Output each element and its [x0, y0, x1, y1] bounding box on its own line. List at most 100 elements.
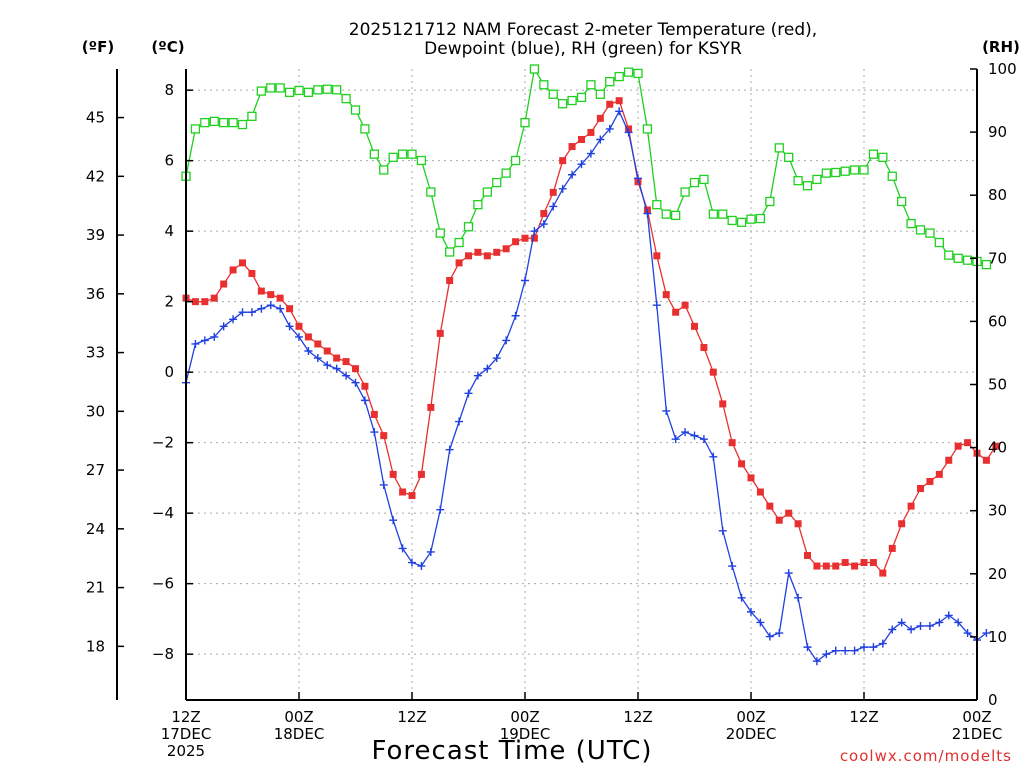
x-tick-label: 19DEC: [500, 725, 551, 743]
temperature-point: [417, 470, 425, 478]
dewpoint-point: [822, 650, 831, 659]
dewpoint-point: [549, 202, 558, 211]
fahrenheit-tick-label: 33: [86, 344, 105, 362]
axes: [116, 68, 978, 701]
temperature-point: [888, 544, 896, 552]
temperature-point: [615, 97, 623, 105]
rh-point: [266, 83, 276, 93]
rh-tick-label: 0: [988, 691, 998, 709]
x-tick-label: 18DEC: [274, 725, 325, 743]
celsius-tick-label: −2: [152, 434, 174, 452]
dewpoint-point: [530, 227, 539, 236]
temperature-point: [700, 343, 708, 351]
dewpoint-point: [398, 544, 407, 553]
temperature-point: [286, 305, 294, 313]
temperature-point: [465, 252, 472, 260]
dewpoint-point: [191, 339, 200, 348]
temperature-point: [201, 298, 209, 306]
temperature-point: [804, 551, 811, 559]
temperature-point: [512, 238, 520, 246]
fahrenheit-tick-label: 30: [86, 402, 105, 420]
rh-point: [322, 84, 332, 94]
rh-point: [793, 176, 803, 186]
celsius-tick-label: −8: [152, 645, 174, 663]
temperature-point: [785, 509, 793, 517]
x-axis-label: Forecast Time (UTC): [371, 736, 652, 766]
temperature-point: [982, 456, 990, 464]
dewpoint-point: [747, 607, 755, 616]
dewpoint-point: [492, 354, 501, 363]
temperature-point: [239, 259, 246, 267]
x-tick-label: 20DEC: [726, 725, 777, 743]
x-tick-label: 12Z: [849, 708, 878, 726]
temperature-point: [568, 143, 576, 151]
dewpoint-point: [794, 593, 803, 602]
x-tick-label: 12Z: [623, 708, 652, 726]
temperature-point: [559, 157, 567, 165]
temperature-point: [361, 382, 369, 390]
dewpoint-point: [464, 389, 473, 398]
rh-point: [463, 222, 474, 232]
celsius-tick-label: −4: [152, 504, 174, 522]
rh-point: [953, 253, 963, 263]
celsius-tick-label: −6: [152, 575, 174, 593]
rh-point: [727, 215, 737, 226]
rh-point: [925, 228, 935, 238]
celsius-unit-label: (ºC): [151, 38, 184, 56]
dewpoint-point: [229, 315, 238, 324]
credit-text: coolwx.com/modelts: [840, 747, 1012, 765]
rh-point: [228, 117, 238, 128]
rh-point: [736, 217, 747, 227]
rh-point: [219, 117, 229, 128]
rh-point: [859, 165, 869, 175]
dewpoint-point: [351, 378, 360, 387]
temperature-point: [766, 502, 774, 510]
dewpoint-point: [247, 308, 256, 317]
rh-point: [652, 200, 662, 210]
temperature-point: [342, 358, 350, 366]
temperature-point: [587, 128, 595, 136]
temperature-point: [257, 287, 265, 295]
rh-point: [454, 237, 464, 248]
temperature-point: [276, 294, 284, 302]
rh-point: [548, 89, 558, 99]
rh-point: [605, 76, 615, 87]
dewpoint-point: [445, 445, 454, 454]
temperature-point: [380, 432, 388, 440]
dewpoint-point: [266, 301, 275, 310]
dewpoint-point: [408, 558, 416, 567]
rh-point: [360, 124, 370, 134]
dewpoint-point: [596, 135, 605, 144]
rh-point: [237, 119, 248, 130]
rh-point: [200, 117, 210, 128]
temperature-point: [738, 460, 746, 468]
temperature-point: [248, 269, 256, 277]
dewpoint-point: [925, 621, 934, 630]
dewpoint-point: [662, 406, 671, 415]
rh-point: [831, 167, 841, 178]
rh-point: [313, 85, 323, 95]
fahrenheit-tick-labels: 45 42 39 36 33 30 27 24 21 18: [86, 109, 105, 656]
dewpoint-point: [370, 428, 379, 437]
rh-point: [868, 149, 879, 159]
temperature-point: [992, 442, 1000, 450]
dewpoint-point: [718, 526, 727, 535]
dewpoint-point: [539, 220, 548, 229]
temperature-point: [229, 266, 237, 274]
rh-point: [567, 95, 577, 106]
rh-point: [802, 181, 813, 191]
rh-point: [878, 152, 888, 162]
rh-point: [812, 174, 822, 185]
temperature-point: [681, 301, 689, 309]
temperature-point: [267, 291, 275, 299]
rh-point: [689, 177, 700, 188]
rh-point: [849, 165, 860, 175]
dewpoint-point: [690, 431, 699, 440]
dewpoint-point: [916, 621, 925, 630]
rh-point: [332, 85, 342, 95]
x-tick-label: 00Z: [510, 708, 539, 726]
temperature-point: [483, 252, 491, 260]
dewpoint-point: [389, 516, 398, 525]
rh-point: [934, 237, 944, 248]
